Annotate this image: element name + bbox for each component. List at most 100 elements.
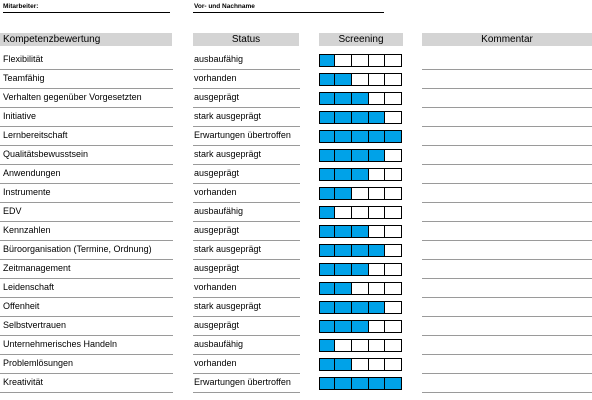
comment-field[interactable] [422,335,592,336]
status-cell[interactable]: vorhanden [194,73,237,83]
comment-field[interactable] [422,69,592,70]
comment-field[interactable] [422,297,592,298]
screening-box-filled [351,149,369,162]
row-underline [0,202,173,203]
comment-field[interactable] [422,373,592,374]
screening-bar [319,54,402,67]
status-cell[interactable]: ausgeprägt [194,168,240,178]
screening-box-empty [368,73,386,86]
screening-bar [319,282,402,295]
screening-box-filled [335,149,352,162]
status-cell[interactable]: stark ausgeprägt [194,244,262,254]
screening-box-filled [368,377,386,390]
comment-field[interactable] [422,145,592,146]
comment-field[interactable] [422,126,592,127]
comment-field[interactable] [422,202,592,203]
screening-bar [319,244,402,257]
status-cell[interactable]: stark ausgeprägt [194,111,262,121]
screening-bar [319,301,402,314]
screening-box-empty [385,73,402,86]
screening-box-empty [385,282,402,295]
screening-box-empty [351,187,369,200]
screening-box-empty [368,320,386,333]
screening-box-empty [368,168,386,181]
screening-box-filled [335,92,352,105]
status-cell[interactable]: vorhanden [194,358,237,368]
screening-box-filled [319,358,335,371]
status-cell[interactable]: ausbaufähig [194,339,244,349]
screening-box-filled [351,263,369,276]
employee-name-line[interactable] [3,12,170,13]
screening-box-empty [335,206,352,219]
comment-field[interactable] [422,107,592,108]
screening-box-filled [319,130,335,143]
status-cell[interactable]: ausgeprägt [194,263,240,273]
screening-bar [319,111,402,124]
screening-box-empty [368,282,386,295]
screening-box-empty [385,111,402,124]
row-underline [193,297,300,298]
screening-bar [319,225,402,238]
screening-box-empty [385,225,402,238]
table-row: Initiative stark ausgeprägt [0,109,592,128]
employee-label: Mitarbeiter: [3,3,39,10]
table-row: Verhalten gegenüber Vorgesetzten ausgeprä… [0,90,592,109]
comment-field[interactable] [422,278,592,279]
screening-box-empty [351,358,369,371]
row-underline [0,145,173,146]
status-cell[interactable]: Erwartungen übertroffen [194,130,291,140]
comment-field[interactable] [422,183,592,184]
screening-box-filled [351,320,369,333]
screening-box-filled [319,339,335,352]
comment-field[interactable] [422,164,592,165]
screening-box-empty [385,92,402,105]
row-underline [193,316,300,317]
screening-box-filled [335,263,352,276]
table-row: Flexibilität ausbaufähig [0,52,592,71]
screening-bar [319,358,402,371]
screening-box-filled [319,92,335,105]
table-row: Offenheit stark ausgeprägt [0,299,592,318]
status-cell[interactable]: stark ausgeprägt [194,149,262,159]
status-cell[interactable]: ausgeprägt [194,225,240,235]
full-name-line[interactable] [193,12,384,13]
screening-box-filled [319,282,335,295]
screening-box-filled [335,130,352,143]
status-cell[interactable]: vorhanden [194,282,237,292]
status-cell[interactable]: ausgeprägt [194,320,240,330]
screening-box-filled [335,111,352,124]
row-underline [193,126,300,127]
screening-box-empty [385,358,402,371]
status-cell[interactable]: ausbaufähig [194,206,244,216]
screening-bar [319,168,402,181]
screening-box-filled [319,73,335,86]
screening-box-filled [319,111,335,124]
screening-box-filled [319,225,335,238]
status-cell[interactable]: ausgeprägt [194,92,240,102]
status-cell[interactable]: vorhanden [194,187,237,197]
competency-cell: Zeitmanagement [3,263,71,273]
comment-field[interactable] [422,259,592,260]
screening-box-filled [319,263,335,276]
screening-box-empty [335,339,352,352]
status-cell[interactable]: Erwartungen übertroffen [194,377,291,387]
row-underline [0,126,173,127]
comment-field[interactable] [422,221,592,222]
comment-field[interactable] [422,88,592,89]
screening-box-filled [368,130,386,143]
screening-box-filled [335,301,352,314]
comment-field[interactable] [422,392,592,393]
comment-field[interactable] [422,316,592,317]
row-underline [193,164,300,165]
screening-box-filled [368,244,386,257]
status-cell[interactable]: stark ausgeprägt [194,301,262,311]
competency-cell: Kreativität [3,377,44,387]
screening-box-filled [335,377,352,390]
row-underline [193,392,300,393]
comment-field[interactable] [422,354,592,355]
screening-bar [319,377,402,390]
status-cell[interactable]: ausbaufähig [194,54,244,64]
row-underline [193,335,300,336]
competency-cell: Offenheit [3,301,40,311]
comment-field[interactable] [422,240,592,241]
